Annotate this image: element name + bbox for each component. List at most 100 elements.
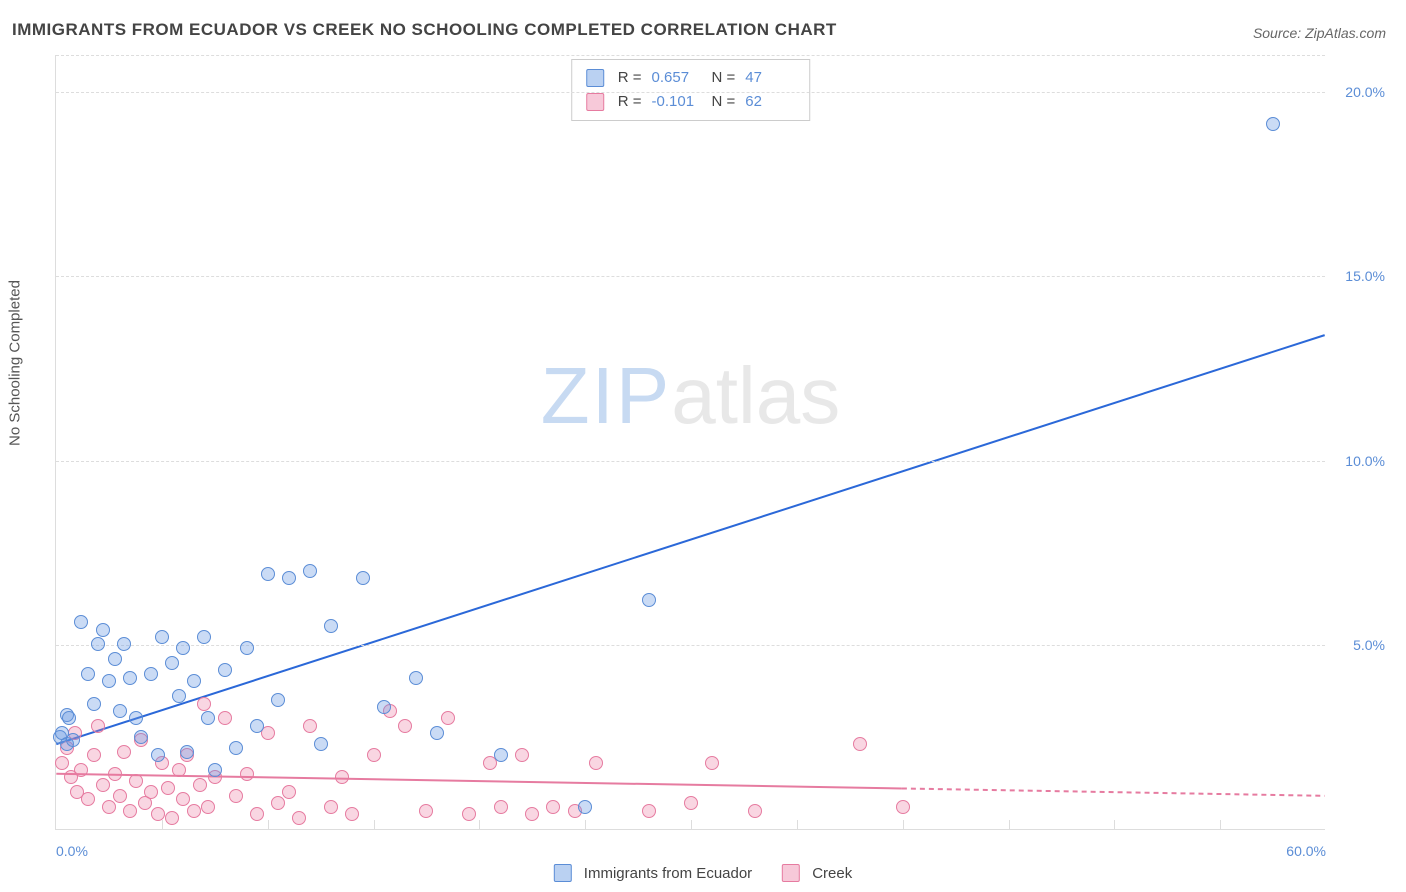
y-tick-label: 5.0% — [1335, 637, 1385, 653]
data-point-blue — [117, 637, 131, 651]
legend-item-blue: Immigrants from Ecuador — [554, 864, 752, 882]
trend-line — [56, 335, 1324, 744]
data-point-blue — [87, 697, 101, 711]
data-point-pink — [546, 800, 560, 814]
data-point-blue — [129, 711, 143, 725]
data-point-blue — [172, 689, 186, 703]
data-point-pink — [74, 763, 88, 777]
data-point-blue — [250, 719, 264, 733]
r-label: R = — [618, 66, 642, 90]
data-point-blue — [578, 800, 592, 814]
data-point-pink — [419, 804, 433, 818]
data-point-blue — [197, 630, 211, 644]
trend-lines — [56, 55, 1325, 829]
data-point-pink — [161, 781, 175, 795]
y-tick-label: 20.0% — [1335, 84, 1385, 100]
stats-row-pink: R = -0.101 N = 62 — [586, 90, 796, 114]
data-point-pink — [494, 800, 508, 814]
data-point-pink — [165, 811, 179, 825]
data-point-blue — [144, 667, 158, 681]
bottom-legend: Immigrants from Ecuador Creek — [554, 864, 852, 882]
gridline-v — [585, 820, 586, 830]
r-value-blue: 0.657 — [652, 66, 702, 90]
data-point-pink — [96, 778, 110, 792]
data-point-pink — [129, 774, 143, 788]
swatch-pink-icon — [782, 864, 800, 882]
chart-title: IMMIGRANTS FROM ECUADOR VS CREEK NO SCHO… — [12, 20, 837, 40]
data-point-pink — [335, 770, 349, 784]
data-point-blue — [66, 733, 80, 747]
data-point-pink — [218, 711, 232, 725]
gridline-v — [903, 820, 904, 830]
data-point-blue — [155, 630, 169, 644]
gridline-v — [374, 820, 375, 830]
data-point-pink — [398, 719, 412, 733]
stats-row-blue: R = 0.657 N = 47 — [586, 66, 796, 90]
n-value-pink: 62 — [745, 90, 795, 114]
data-point-pink — [896, 800, 910, 814]
data-point-blue — [218, 663, 232, 677]
data-point-pink — [748, 804, 762, 818]
data-point-pink — [705, 756, 719, 770]
data-point-pink — [197, 697, 211, 711]
data-point-pink — [853, 737, 867, 751]
data-point-pink — [462, 807, 476, 821]
data-point-blue — [240, 641, 254, 655]
data-point-pink — [271, 796, 285, 810]
data-point-pink — [229, 789, 243, 803]
legend-label-pink: Creek — [812, 865, 852, 882]
data-point-blue — [356, 571, 370, 585]
gridline-v — [479, 820, 480, 830]
y-tick-label: 15.0% — [1335, 268, 1385, 284]
data-point-blue — [271, 693, 285, 707]
data-point-pink — [441, 711, 455, 725]
data-point-pink — [589, 756, 603, 770]
data-point-pink — [87, 748, 101, 762]
gridline-h — [56, 55, 1325, 56]
data-point-blue — [123, 671, 137, 685]
data-point-blue — [409, 671, 423, 685]
data-point-blue — [282, 571, 296, 585]
data-point-blue — [108, 652, 122, 666]
data-point-pink — [108, 767, 122, 781]
data-point-pink — [201, 800, 215, 814]
data-point-pink — [250, 807, 264, 821]
data-point-blue — [180, 745, 194, 759]
data-point-pink — [684, 796, 698, 810]
data-point-pink — [240, 767, 254, 781]
correlation-stats-box: R = 0.657 N = 47 R = -0.101 N = 62 — [571, 59, 811, 121]
swatch-blue-icon — [586, 69, 604, 87]
data-point-pink — [55, 756, 69, 770]
n-label: N = — [712, 66, 736, 90]
gridline-v — [797, 820, 798, 830]
data-point-blue — [208, 763, 222, 777]
data-point-blue — [62, 711, 76, 725]
gridline-v — [1009, 820, 1010, 830]
data-point-pink — [282, 785, 296, 799]
gridline-v — [268, 820, 269, 830]
data-point-pink — [117, 745, 131, 759]
data-point-blue — [494, 748, 508, 762]
data-point-blue — [74, 615, 88, 629]
gridline-v — [1220, 820, 1221, 830]
data-point-pink — [324, 800, 338, 814]
swatch-blue-icon — [554, 864, 572, 882]
data-point-blue — [314, 737, 328, 751]
data-point-blue — [102, 674, 116, 688]
data-point-pink — [345, 807, 359, 821]
data-point-pink — [303, 719, 317, 733]
data-point-blue — [187, 674, 201, 688]
scatter-plot-area: ZIPatlas R = 0.657 N = 47 R = -0.101 N =… — [55, 55, 1325, 830]
data-point-blue — [377, 700, 391, 714]
data-point-pink — [123, 804, 137, 818]
y-axis-label: No Schooling Completed — [7, 280, 24, 446]
data-point-blue — [430, 726, 444, 740]
y-tick-label: 10.0% — [1335, 453, 1385, 469]
data-point-blue — [91, 637, 105, 651]
data-point-pink — [642, 804, 656, 818]
data-point-pink — [102, 800, 116, 814]
gridline-v — [1114, 820, 1115, 830]
data-point-blue — [151, 748, 165, 762]
gridline-h — [56, 276, 1325, 277]
legend-item-pink: Creek — [782, 864, 852, 882]
